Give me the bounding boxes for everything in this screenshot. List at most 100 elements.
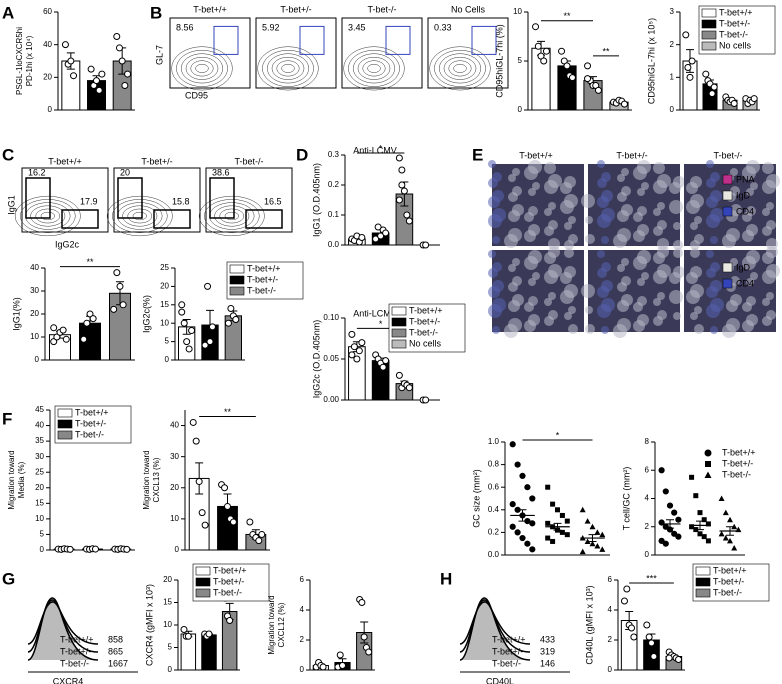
legend-label: T-bet+/+ — [213, 565, 247, 575]
y-tick-label: 0.2 — [328, 180, 340, 189]
bar — [557, 65, 577, 111]
y-axis-label: GC size (mm²) — [471, 469, 481, 528]
contour — [127, 208, 153, 224]
data-point — [358, 234, 366, 241]
contour — [448, 60, 472, 77]
data-point — [579, 535, 586, 541]
y-tick-label: 0.0 — [488, 550, 500, 559]
texture — [585, 234, 595, 244]
y-tick-label: 2 — [300, 635, 305, 644]
gate — [385, 25, 411, 55]
contour — [443, 56, 477, 80]
texture — [673, 248, 683, 258]
texture — [548, 220, 558, 230]
contour — [281, 63, 295, 73]
data-point — [662, 540, 669, 547]
data-point — [540, 57, 548, 65]
texture — [673, 240, 683, 250]
texture — [601, 298, 615, 312]
data-point — [524, 484, 531, 491]
texture — [690, 266, 702, 278]
data-point — [188, 327, 196, 335]
panel-letter: D — [296, 145, 308, 164]
flow-frame — [255, 17, 337, 89]
legend-swatch — [391, 339, 407, 349]
data-point — [559, 512, 565, 518]
data-point — [353, 355, 361, 363]
data-point — [204, 282, 212, 290]
histogram-value: 858 — [108, 634, 123, 644]
texture — [564, 222, 572, 230]
y-tick-label: 0 — [165, 355, 170, 364]
texture — [746, 224, 758, 236]
flow-frame — [169, 17, 251, 89]
texture — [637, 188, 645, 196]
data-point — [358, 599, 366, 606]
texture — [726, 318, 740, 332]
legend-label: T-bet-/- — [75, 429, 104, 439]
data-point — [542, 47, 550, 55]
texture — [544, 162, 556, 174]
legend-swatch — [229, 286, 245, 296]
contour — [14, 195, 81, 237]
texture — [601, 326, 609, 334]
histogram-value: 146 — [540, 658, 555, 668]
data-point — [422, 396, 430, 404]
y-axis-label: Media (%) — [17, 461, 26, 498]
data-point — [50, 324, 58, 332]
y-tick-label: 6 — [608, 575, 613, 584]
texture — [568, 234, 578, 244]
y-tick-label: 25 — [35, 467, 44, 476]
gate-value: 16.2 — [28, 167, 46, 177]
data-point — [405, 384, 413, 392]
y-tick-label: 45 — [35, 405, 44, 414]
data-point — [705, 521, 711, 527]
data-point — [113, 269, 121, 277]
texture — [621, 204, 633, 216]
data-point — [550, 524, 556, 530]
texture — [617, 318, 631, 332]
flow-title: No Cells — [451, 4, 486, 14]
data-point — [519, 472, 526, 479]
contour — [122, 205, 158, 227]
data-point — [206, 338, 214, 346]
data-point — [205, 630, 213, 638]
texture — [766, 220, 776, 230]
data-point — [529, 495, 536, 502]
texture — [766, 310, 776, 320]
contour — [262, 49, 314, 87]
texture — [508, 174, 516, 182]
contour — [171, 46, 233, 91]
data-point — [564, 532, 570, 538]
panel-letter: B — [150, 3, 162, 22]
flow-title: T-bet+/+ — [48, 156, 82, 166]
histogram-name: T-bet-/- — [492, 658, 521, 668]
y-tick-label: 0.00 — [323, 395, 339, 404]
contour — [30, 205, 66, 227]
y-axis-label: CXCR4 (gMFI x 10³) — [144, 584, 154, 666]
legend-label: PNA — [736, 174, 755, 184]
y-tick-label: 30 — [170, 452, 179, 461]
axis-label: IgG1 — [6, 195, 16, 215]
data-point — [405, 217, 413, 225]
data-point — [59, 326, 67, 334]
legend-label: T-bet+/- — [213, 576, 244, 586]
y-tick-label: 0.2 — [488, 528, 500, 537]
data-point — [550, 538, 556, 544]
axis-label: GL-7 — [154, 45, 164, 65]
data-point — [189, 418, 197, 426]
data-point — [113, 33, 121, 40]
y-tick-label: 30 — [30, 286, 39, 295]
texture — [585, 324, 595, 334]
texture — [564, 284, 578, 298]
texture — [673, 222, 681, 230]
legend-label: T-bet+/- — [722, 458, 753, 468]
data-point — [666, 526, 674, 533]
texture — [637, 224, 649, 236]
data-point — [658, 537, 665, 544]
texture — [746, 160, 760, 174]
y-axis-label: Migration toward — [7, 450, 16, 509]
legend-swatch — [229, 275, 245, 285]
y-axis-label: CD40L (gMFI x 10³) — [584, 585, 594, 664]
histogram-value: 433 — [540, 634, 555, 644]
